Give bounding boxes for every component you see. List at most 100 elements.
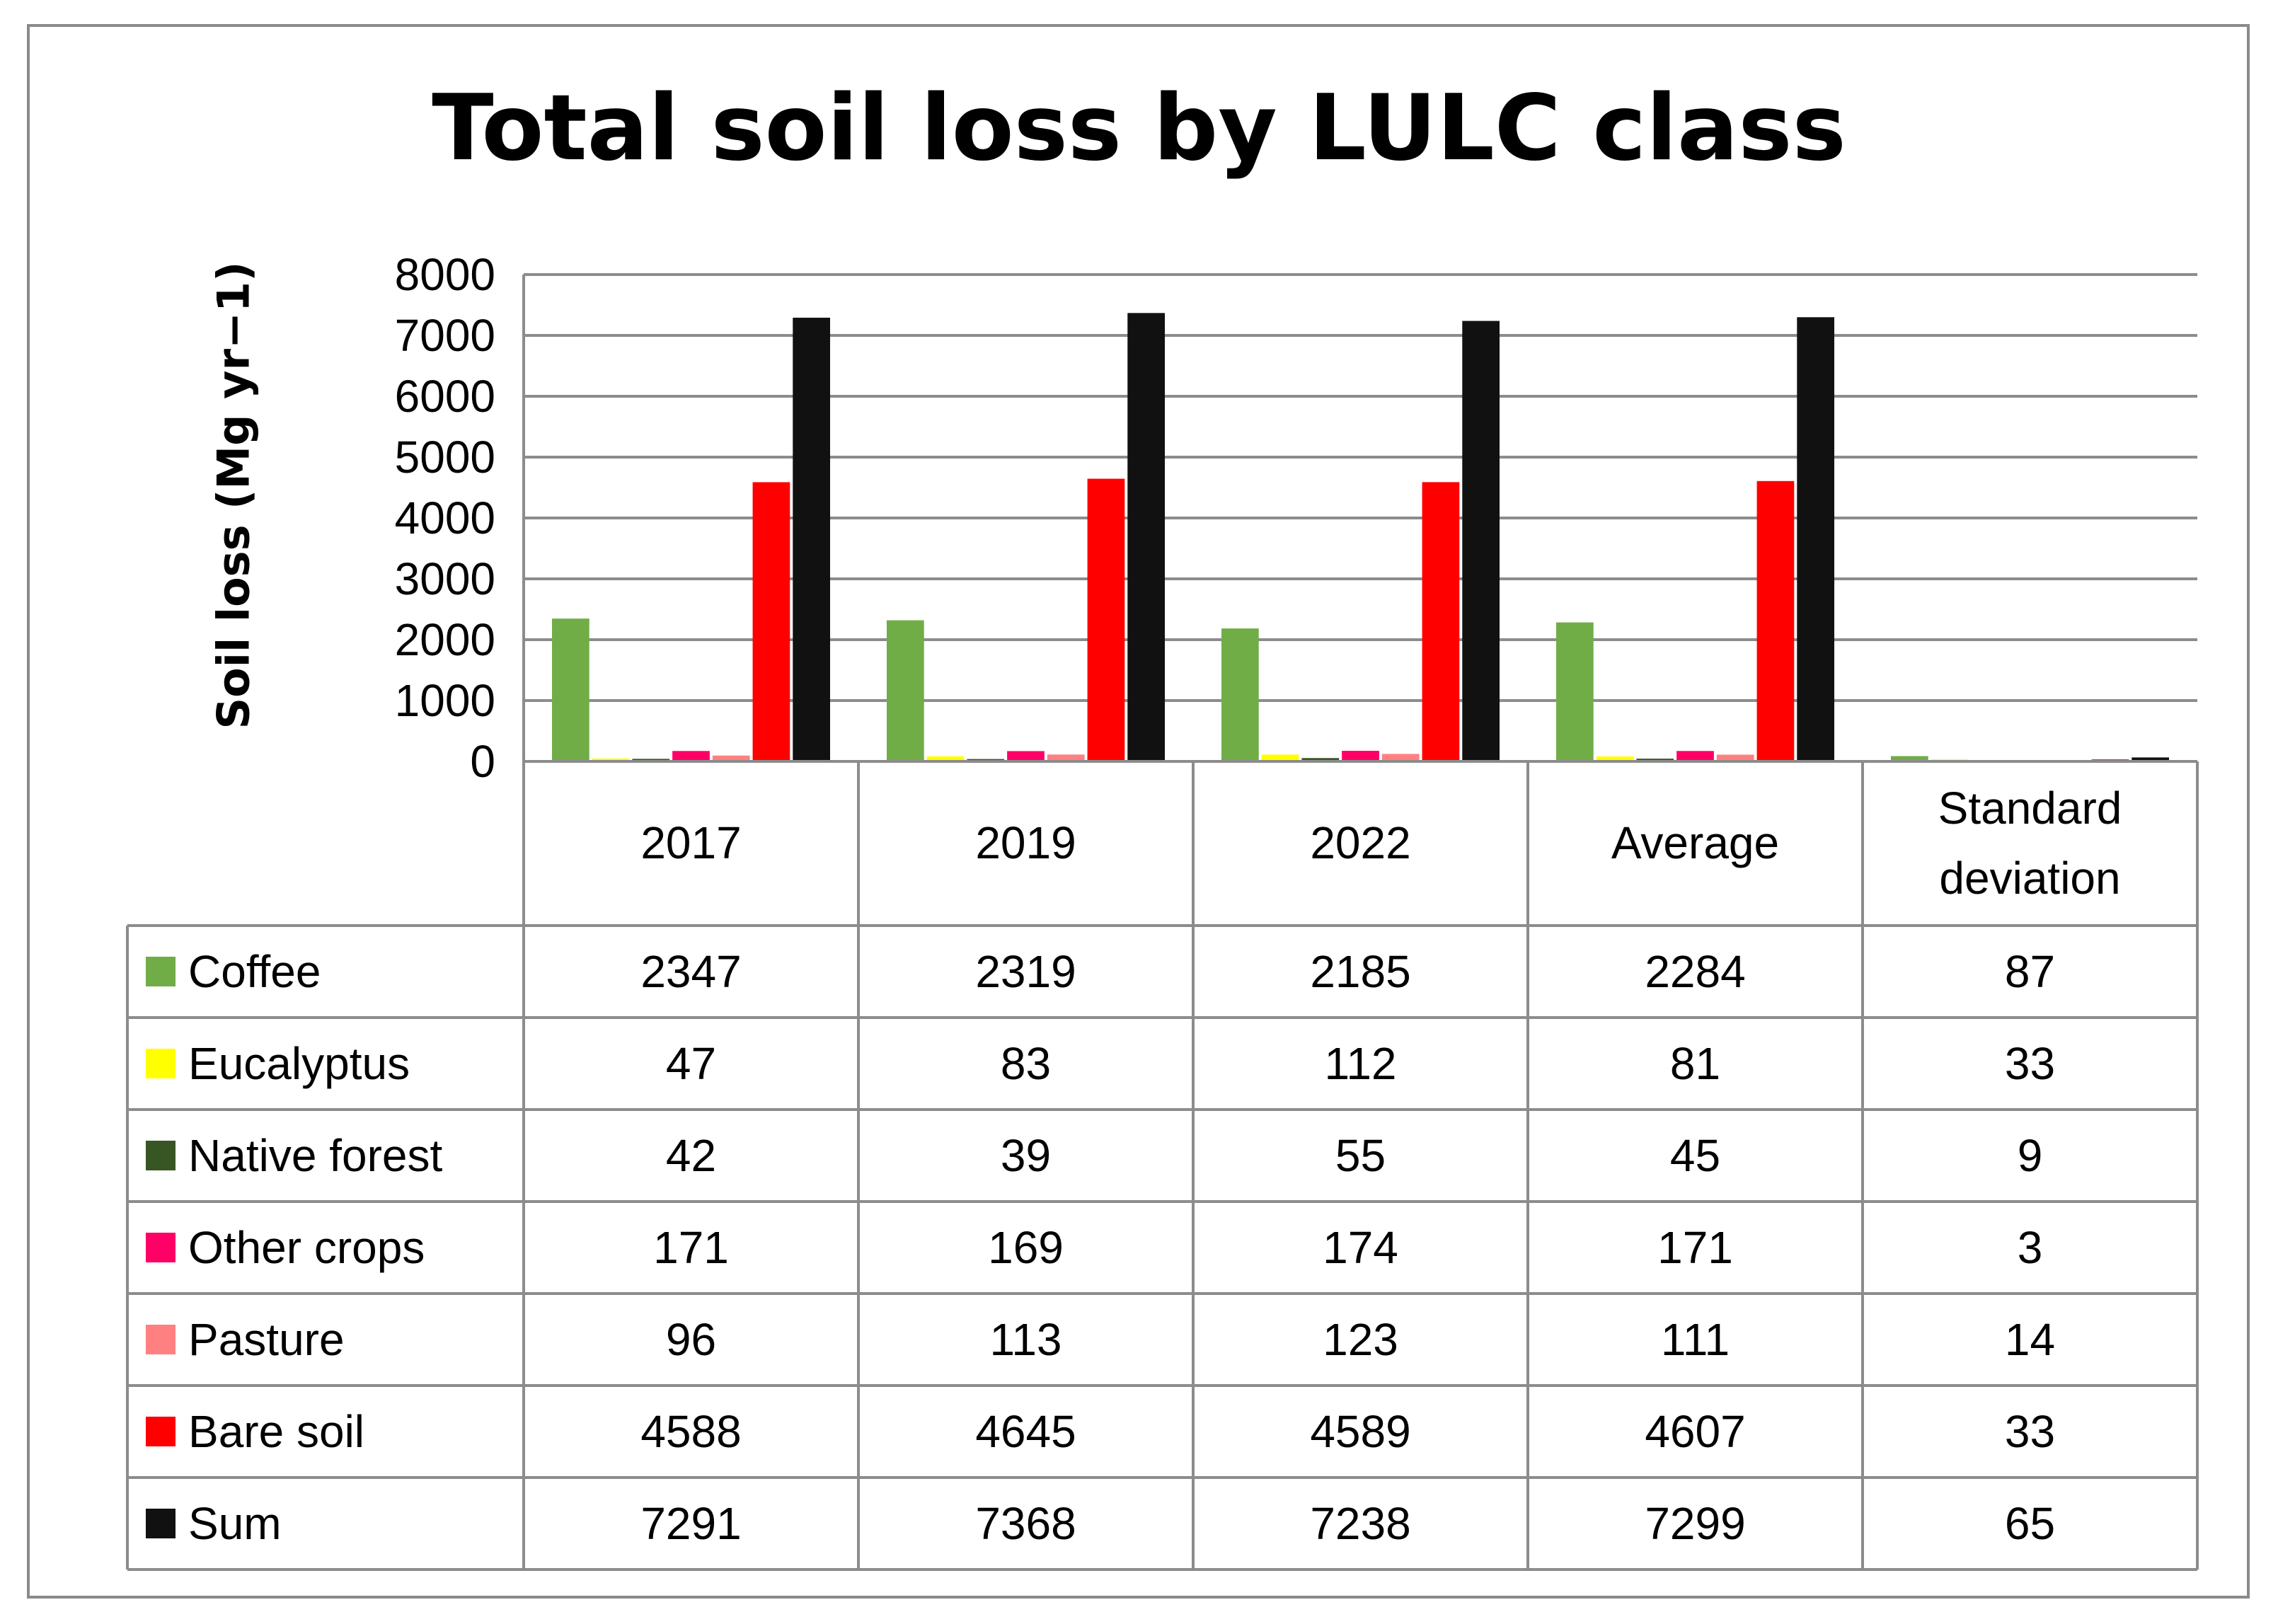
- y-tick-label: 5000: [394, 432, 495, 483]
- legend-swatch: [146, 1233, 176, 1262]
- bar-eucalyptus-1: [926, 756, 965, 761]
- data-label: 33: [2004, 1406, 2056, 1457]
- data-label: 87: [2004, 946, 2056, 997]
- data-label: 7238: [1310, 1498, 1411, 1549]
- data-label: 33: [2004, 1038, 2056, 1089]
- bar-pasture-3: [1716, 754, 1754, 761]
- data-label: 2284: [1645, 946, 1746, 997]
- legend-entry: Pasture: [146, 1294, 524, 1386]
- data-label: 83: [1000, 1038, 1052, 1089]
- bar-coffee-3: [1556, 622, 1594, 761]
- category-header: Standard deviation: [1938, 782, 2122, 904]
- legend-label: Native forest: [188, 1130, 443, 1181]
- legend-label: Sum: [188, 1498, 282, 1549]
- bar-other-crops-3: [1676, 751, 1714, 761]
- bar-bare-soil-3: [1756, 480, 1795, 761]
- data-label: 7291: [640, 1498, 742, 1549]
- data-label: 42: [665, 1130, 717, 1181]
- legend-label: Eucalyptus: [188, 1038, 410, 1089]
- data-label: 2185: [1310, 946, 1411, 997]
- bar-bare-soil-1: [1087, 478, 1125, 761]
- data-label: 111: [1660, 1314, 1730, 1365]
- y-tick-label: 4000: [394, 493, 495, 543]
- data-label: 14: [2004, 1314, 2056, 1365]
- legend-label: Pasture: [188, 1314, 345, 1365]
- chart-title: Total soil loss by LULC class: [432, 76, 1846, 181]
- data-label: 47: [665, 1038, 717, 1089]
- legend-swatch: [146, 1417, 176, 1446]
- bar-other-crops-1: [1007, 751, 1045, 761]
- bar-coffee-1: [887, 620, 924, 761]
- bar-other-crops-0: [672, 751, 710, 761]
- data-label: 2319: [975, 946, 1076, 997]
- data-label: 4607: [1645, 1406, 1746, 1457]
- legend-entry: Coffee: [146, 926, 524, 1018]
- data-label: 45: [1669, 1130, 1721, 1181]
- category-header: 2019: [975, 817, 1076, 869]
- legend-label: Other crops: [188, 1222, 425, 1273]
- legend-swatch: [146, 1325, 176, 1354]
- data-label: 7299: [1645, 1498, 1746, 1549]
- data-label: 39: [1000, 1130, 1052, 1181]
- legend-swatch: [146, 1141, 176, 1170]
- bar-eucalyptus-0: [592, 758, 630, 761]
- data-label: 123: [1323, 1314, 1398, 1365]
- data-label: 3: [2017, 1222, 2043, 1273]
- category-header: Average: [1611, 817, 1780, 869]
- category-header: 2017: [640, 817, 742, 869]
- legend-label: Bare soil: [188, 1406, 364, 1457]
- legend-swatch: [146, 957, 176, 986]
- data-label: 7368: [975, 1498, 1076, 1549]
- data-label: 65: [2004, 1498, 2056, 1549]
- bar-sum-4: [2132, 757, 2169, 761]
- data-label: 169: [988, 1222, 1064, 1273]
- data-label: 112: [1324, 1038, 1397, 1089]
- data-label: 174: [1323, 1222, 1398, 1273]
- y-axis-label: Soil loss (Mg yr−1): [207, 261, 260, 730]
- legend-entry: Bare soil: [146, 1386, 524, 1478]
- bar-coffee-2: [1221, 628, 1259, 761]
- y-tick-label: 1000: [394, 675, 495, 726]
- data-label: 4588: [640, 1406, 742, 1457]
- data-label: 4589: [1310, 1406, 1411, 1457]
- legend-entry: Eucalyptus: [146, 1018, 524, 1110]
- bar-pasture-1: [1047, 754, 1085, 761]
- bar-sum-3: [1797, 317, 1834, 761]
- legend-label: Coffee: [188, 946, 321, 997]
- category-header: 2022: [1310, 817, 1411, 869]
- data-label: 81: [1669, 1038, 1721, 1089]
- data-label: 2347: [640, 946, 742, 997]
- legend-swatch: [146, 1509, 176, 1538]
- data-label: 96: [665, 1314, 717, 1365]
- data-label: 171: [1657, 1222, 1733, 1273]
- data-label: 113: [989, 1314, 1062, 1365]
- chart-frame: [27, 24, 2250, 1599]
- y-tick-label: 6000: [394, 371, 495, 422]
- bar-pasture-0: [712, 755, 750, 761]
- y-tick-label: 8000: [394, 249, 495, 300]
- data-label: 9: [2017, 1130, 2043, 1181]
- data-label: 55: [1335, 1130, 1386, 1181]
- bar-bare-soil-0: [752, 482, 790, 761]
- bar-sum-2: [1462, 321, 1500, 762]
- bar-coffee-0: [552, 618, 589, 761]
- bar-eucalyptus-2: [1261, 754, 1299, 761]
- bar-other-crops-2: [1342, 751, 1379, 761]
- bar-coffee-4: [1891, 756, 1928, 761]
- data-label: 171: [653, 1222, 729, 1273]
- y-tick-label: 2000: [394, 614, 495, 665]
- bar-sum-0: [793, 317, 830, 761]
- bar-pasture-2: [1381, 754, 1420, 761]
- bar-sum-1: [1127, 313, 1165, 761]
- legend-entry: Native forest: [146, 1110, 524, 1202]
- legend-swatch: [146, 1049, 176, 1078]
- legend-entry: Other crops: [146, 1202, 524, 1294]
- bar-native-forest-2: [1301, 758, 1340, 761]
- y-tick-label: 0: [470, 736, 495, 787]
- y-tick-label: 3000: [394, 553, 495, 604]
- y-tick-label: 7000: [394, 310, 495, 361]
- bar-eucalyptus-3: [1596, 756, 1634, 761]
- bar-bare-soil-2: [1422, 482, 1460, 761]
- legend-entry: Sum: [146, 1478, 524, 1570]
